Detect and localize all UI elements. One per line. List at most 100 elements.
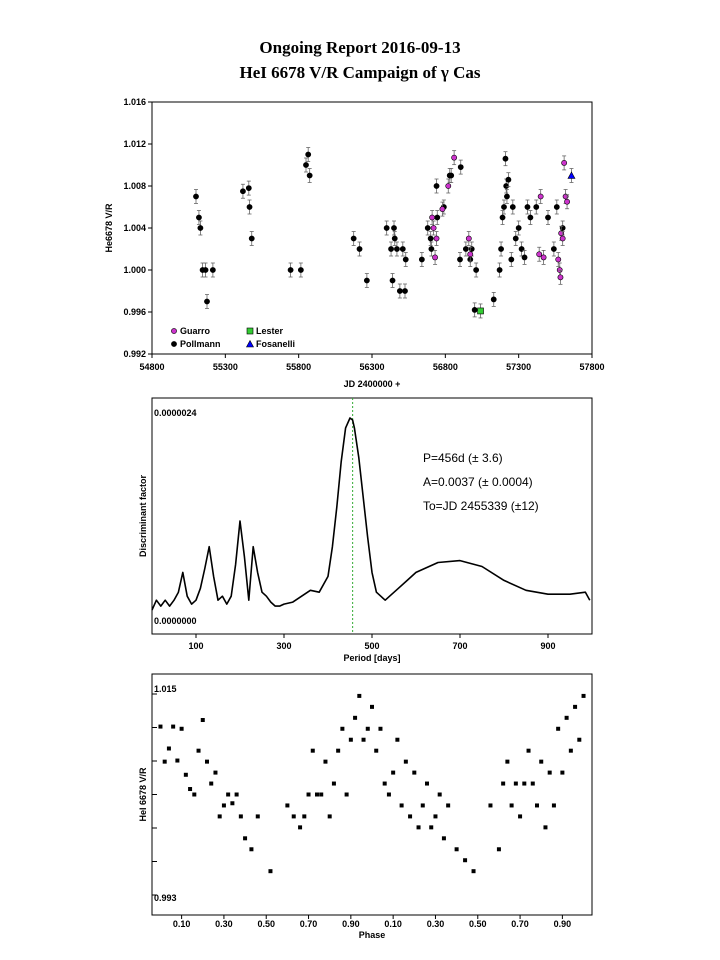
data-point [550,246,557,252]
chart1-y-tick-label: 1.012 [123,139,146,149]
data-point [389,277,396,284]
data-point [490,296,497,303]
chart3-x-tick-label: 0.90 [342,919,360,929]
data-point [467,251,474,258]
data-point [445,183,452,189]
data-point [374,748,379,753]
data-point [357,693,362,698]
data-point [561,159,568,166]
legend-label: Pollmann [180,339,221,349]
chart1-y-tick-label: 0.996 [123,307,146,317]
data-point [508,256,515,263]
data-point [202,267,209,273]
data-point [424,225,431,231]
data-point [433,235,440,242]
periodogram-line [151,417,591,611]
data-point [305,151,312,158]
data-point [420,803,425,808]
chart3-x-axis-label: Phase [359,930,386,940]
data-point [509,803,514,808]
data-point [196,214,202,221]
data-point [166,746,171,751]
data-point [399,246,406,252]
legend-marker [171,341,177,347]
data-point [221,803,226,808]
data-point [179,726,184,731]
data-point [255,814,260,819]
chart1-x-tick-label: 55300 [213,362,238,372]
data-point [430,225,437,231]
data-point [396,288,403,294]
data-point [171,724,176,729]
data-point [545,214,551,221]
data-point [451,154,458,161]
data-point [196,748,201,753]
chart1-frame [151,101,593,355]
data-point [535,803,539,808]
data-point [386,792,391,797]
data-point [344,792,349,797]
chart2-x-tick-label: 700 [452,641,467,651]
fit-annotation: A=0.0037 (± 0.0004) [423,475,533,489]
legend-marker [171,328,177,334]
data-point [498,246,504,252]
data-point [391,235,398,242]
data-point [361,737,366,742]
data-point [268,869,273,874]
data-point [391,225,397,231]
data-point [399,803,404,808]
data-point [428,246,435,252]
data-point [437,792,442,797]
legend-label: Lester [256,326,284,336]
data-point [243,836,248,841]
data-point [388,246,394,252]
chart3-x-tick-label: 0.30 [215,919,233,929]
chart3-frame [151,673,593,916]
data-point [403,759,408,764]
data-point [536,251,543,258]
chart2-y-axis-label: Discriminant factor [138,474,148,557]
data-point [408,814,413,819]
data-point [556,726,561,731]
chart1-y-axis-label: He6678 V/R [104,203,114,253]
data-point [365,726,370,731]
data-point [434,214,441,221]
data-point [350,235,357,242]
data-point [394,246,400,252]
data-point [512,235,519,242]
data-point [457,164,464,170]
data-point [302,814,307,819]
data-point [504,193,510,200]
chart1-x-tick-label: 56800 [433,362,458,372]
data-point [412,770,417,775]
data-point [499,214,506,221]
data-point [471,869,476,874]
campaign-title: HeI 6678 V/R Campaign of γ Cas [239,63,481,82]
data-point [303,162,309,168]
data-point [513,781,518,786]
data-point [540,254,547,261]
data-point [234,792,239,797]
chart2-ymin-label: 0.0000000 [154,616,197,626]
data-point [581,693,586,698]
data-point [158,724,163,729]
data-point [496,267,503,273]
chart3-x-tick-label: 0.50 [469,919,487,929]
data-point [323,759,328,764]
data-point [192,792,197,797]
data-point [539,759,544,764]
data-point [433,814,438,819]
data-point [356,246,363,252]
data-point [521,254,528,261]
data-point [465,235,472,242]
data-point [432,254,438,261]
data-point [559,235,566,242]
data-point [553,204,560,210]
chart3-x-tick-label: 0.10 [384,919,402,929]
chart2-x-tick-label: 300 [276,641,291,651]
legend-marker [246,327,254,335]
data-point [391,770,396,775]
data-point [527,214,534,221]
data-point [238,814,243,819]
